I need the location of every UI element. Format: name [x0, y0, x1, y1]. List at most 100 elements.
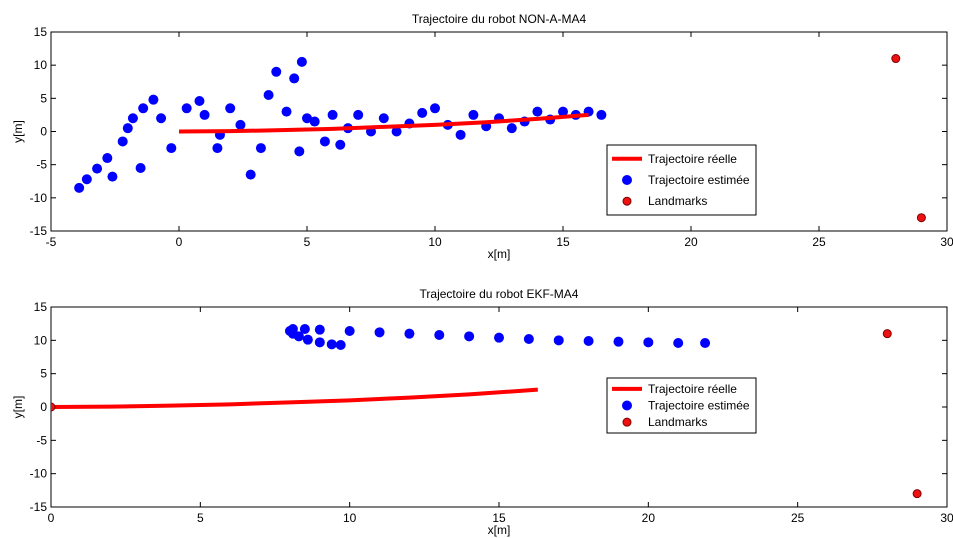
x-tick-label: 20	[684, 235, 698, 249]
y-tick-label: -15	[30, 224, 48, 238]
x-tick-label: -5	[46, 235, 57, 249]
estimated-point	[596, 109, 607, 120]
estimated-point	[148, 94, 159, 105]
estimated-point	[296, 56, 307, 67]
y-tick-label: 0	[40, 400, 47, 414]
y-tick-label: 5	[40, 367, 47, 381]
estimated-point	[494, 332, 504, 343]
x-tick-label: 0	[48, 511, 55, 525]
estimated-point	[271, 66, 282, 77]
legend: Trajectoire réelle Trajectoire estimée Lan…	[606, 377, 757, 434]
estimated-point	[299, 324, 310, 334]
x-axis-label: x[m]	[488, 247, 511, 261]
x-tick-label: 20	[642, 511, 656, 525]
landmark-point	[916, 213, 926, 223]
legend-swatch-marker	[622, 400, 632, 411]
estimated-point	[181, 103, 192, 114]
estimated-point	[199, 109, 210, 120]
legend-label: Trajectoire réelle	[648, 382, 737, 396]
landmark-point	[891, 54, 901, 64]
estimated-point	[122, 123, 133, 134]
estimated-point	[468, 109, 479, 120]
estimated-point	[319, 136, 330, 147]
estimated-point	[455, 129, 466, 140]
estimated-point	[92, 163, 103, 174]
estimated-point	[404, 328, 415, 339]
estimated-point	[235, 119, 246, 130]
legend-label: Trajectoire estimée	[648, 173, 750, 187]
landmark-point	[882, 329, 892, 339]
estimated-point	[212, 143, 223, 154]
estimated-point	[327, 109, 338, 120]
estimated-point	[430, 103, 440, 114]
landmark-point	[912, 489, 922, 499]
y-tick-label: -5	[36, 433, 47, 447]
estimated-point	[309, 116, 320, 127]
chart-title: Trajectoire du robot EKF-MA4	[420, 287, 579, 301]
y-tick-label: 15	[34, 300, 48, 314]
estimated-point	[294, 146, 305, 157]
estimated-point	[374, 327, 385, 338]
estimated-point	[335, 340, 346, 350]
legend-label: Trajectoire réelle	[648, 152, 737, 166]
series-line	[51, 387, 538, 409]
estimated-point	[156, 113, 167, 124]
chart-1: -5 0 5 10 15 20 25 30 15 10 5 0 -5 -10 -15 Trajectoire …	[11, 12, 953, 261]
estimated-point	[127, 113, 138, 124]
estimated-point	[117, 136, 128, 147]
x-tick-label: 15	[492, 511, 506, 525]
estimated-point	[314, 324, 325, 335]
x-axis-label: x[m]	[488, 523, 511, 537]
x-tick-label: 10	[343, 511, 357, 525]
estimated-point	[102, 153, 113, 164]
estimated-point	[583, 336, 594, 346]
estimated-point	[417, 107, 428, 118]
y-tick-label: -10	[30, 191, 48, 205]
estimated-point	[464, 331, 475, 342]
estimated-point	[263, 90, 274, 101]
legend-swatch-marker	[622, 196, 632, 206]
x-tick-label: 15	[556, 235, 570, 249]
chart-title: Trajectoire du robot NON-A-MA4	[412, 12, 587, 26]
legend-label: Landmarks	[648, 415, 707, 429]
estimated-point	[289, 73, 300, 84]
y-tick-label: 10	[34, 58, 48, 72]
estimated-point	[335, 139, 346, 150]
estimated-point	[326, 339, 337, 350]
estimated-point	[287, 324, 298, 334]
estimated-point	[138, 103, 149, 114]
estimated-point	[553, 335, 564, 346]
y-tick-label: -10	[30, 467, 48, 481]
estimated-point	[194, 95, 205, 106]
x-tick-label: 5	[197, 511, 204, 525]
y-axis-label: y[m]	[11, 120, 25, 143]
landmark-point	[51, 402, 56, 412]
estimated-point	[506, 123, 517, 134]
legend-swatch-marker	[622, 175, 632, 185]
estimated-point	[302, 334, 313, 345]
estimated-point	[135, 162, 146, 173]
estimated-point	[74, 182, 85, 193]
y-tick-label: -15	[30, 500, 48, 514]
estimated-point	[255, 143, 266, 154]
estimated-point	[225, 103, 236, 114]
estimated-point	[281, 106, 292, 117]
estimated-point	[245, 169, 256, 180]
estimated-point	[532, 106, 543, 117]
estimated-point	[613, 336, 624, 347]
estimated-point	[81, 174, 92, 185]
x-tick-label: 25	[791, 511, 805, 525]
estimated-point	[353, 109, 364, 120]
estimated-point	[391, 126, 402, 137]
legend-swatch-marker	[622, 417, 632, 427]
x-tick-label: 30	[940, 511, 953, 525]
estimated-point	[643, 337, 654, 348]
estimated-point	[344, 326, 355, 336]
y-tick-label: 5	[40, 91, 47, 105]
y-tick-label: 15	[34, 25, 48, 39]
estimated-point	[700, 338, 711, 348]
estimated-point	[378, 113, 389, 124]
estimated-point	[523, 334, 534, 344]
y-tick-label: 10	[34, 333, 48, 347]
